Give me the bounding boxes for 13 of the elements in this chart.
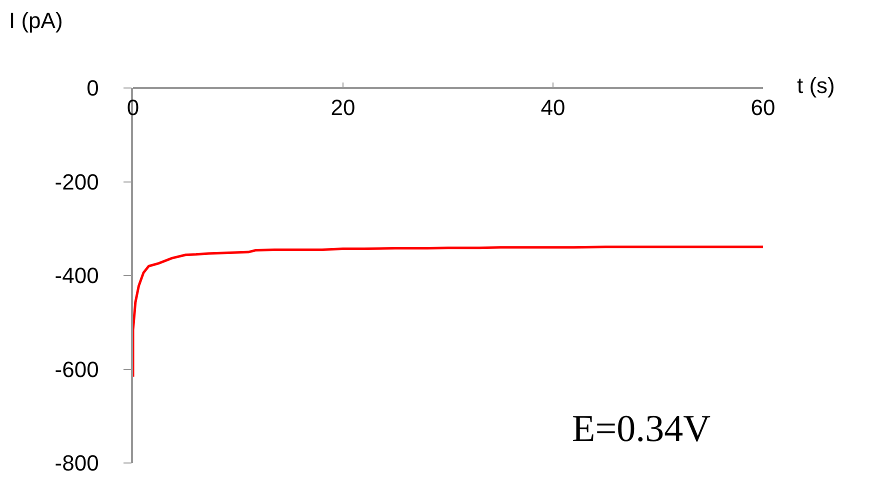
x-tick-label: 20 bbox=[330, 95, 356, 120]
x-tick-label: 0 bbox=[126, 95, 140, 120]
y-tick-label: -800 bbox=[54, 450, 99, 476]
y-tick-label: -600 bbox=[54, 356, 99, 382]
y-tick-label: -400 bbox=[54, 263, 99, 288]
y-tick-label: 0 bbox=[86, 76, 99, 101]
y-axis-title: I (pA) bbox=[9, 8, 63, 33]
x-axis-title: t (s) bbox=[797, 73, 835, 98]
x-tick-label: 60 bbox=[750, 95, 776, 120]
line-series bbox=[133, 246, 763, 378]
y-tick-label: -200 bbox=[54, 169, 99, 194]
x-tick-label: 40 bbox=[540, 95, 566, 120]
annotation: E=0.34V bbox=[572, 408, 712, 450]
